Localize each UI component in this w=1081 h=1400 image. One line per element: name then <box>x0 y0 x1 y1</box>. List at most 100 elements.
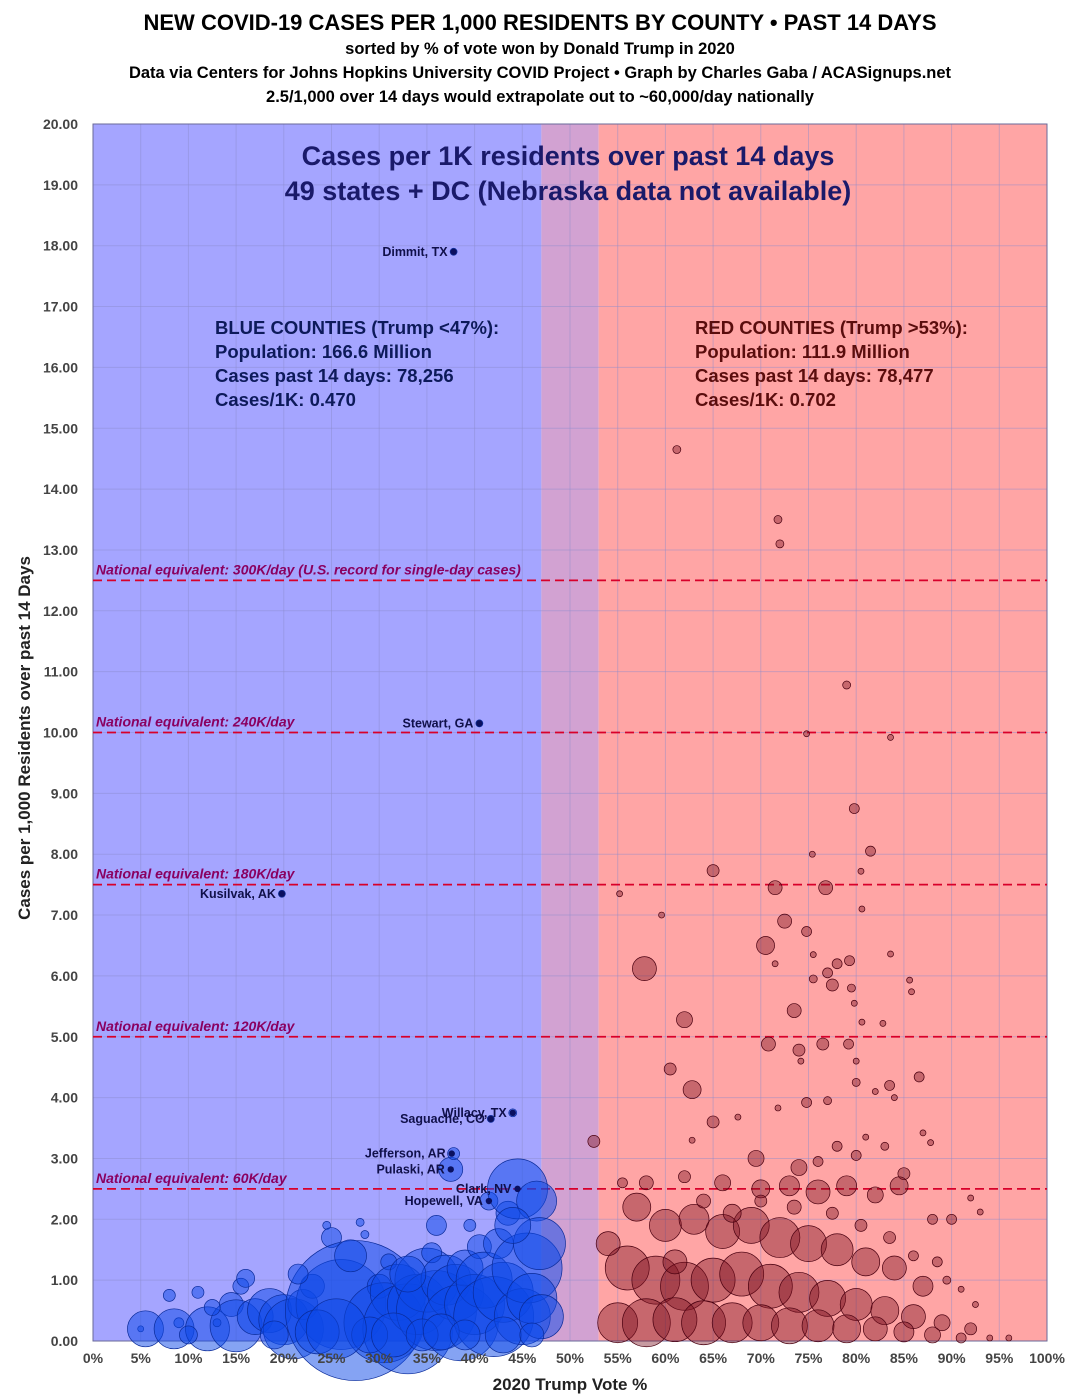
red-summary-line: Cases/1K: 0.702 <box>695 389 836 410</box>
labeled-point-name: Dimmit, TX <box>382 245 448 259</box>
red-county-point <box>858 1018 866 1026</box>
red-county-point <box>823 1096 832 1105</box>
red-county-point <box>883 1231 896 1244</box>
red-county-point <box>676 1011 693 1029</box>
red-county-point <box>649 1209 682 1242</box>
red-county-point <box>801 1097 812 1108</box>
y-tick-label: 7.00 <box>51 907 78 923</box>
red-county-point <box>1005 1334 1013 1342</box>
y-tick-label: 19.00 <box>43 177 78 193</box>
red-county-point <box>957 1285 965 1293</box>
red-summary-line: Cases past 14 days: 78,477 <box>695 365 934 386</box>
red-county-point <box>927 1139 934 1146</box>
red-county-point <box>719 1251 765 1297</box>
red-county-point <box>891 1094 898 1101</box>
inner-title-line: Cases per 1K residents over past 14 days <box>302 141 835 171</box>
red-county-point <box>964 1322 978 1336</box>
red-county-point <box>924 1326 941 1344</box>
red-county-point <box>682 1080 702 1100</box>
red-county-point <box>851 1247 881 1277</box>
red-county-point <box>631 1255 681 1305</box>
x-tick-label: 40% <box>461 1350 490 1366</box>
labeled-point-marker <box>509 1109 516 1117</box>
red-county-point <box>808 850 816 858</box>
x-tick-label: 95% <box>985 1350 1014 1366</box>
red-county-point <box>587 1135 601 1148</box>
red-county-point <box>955 1332 967 1344</box>
red-county-point <box>931 1256 943 1268</box>
red-county-point <box>773 515 783 524</box>
blue-county-point <box>203 1299 221 1316</box>
red-county-point <box>714 1174 731 1192</box>
x-tick-label: 50% <box>556 1350 585 1366</box>
blue-county-point <box>389 1255 427 1293</box>
red-county-point <box>774 1104 782 1112</box>
red-county-point <box>747 1150 765 1167</box>
blue-county-point <box>355 1217 365 1227</box>
blue-county-point <box>463 1219 477 1232</box>
blue-summary-line: BLUE COUNTIES (Trump <47%): <box>215 317 499 338</box>
y-tick-label: 13.00 <box>43 542 78 558</box>
chart-title: NEW COVID-19 CASES PER 1,000 RESIDENTS B… <box>144 10 937 35</box>
red-county-point <box>801 926 812 937</box>
y-tick-label: 15.00 <box>43 420 78 436</box>
reference-line-label: National equivalent: 240K/day <box>96 714 296 730</box>
blue-summary-line: Cases/1K: 0.470 <box>215 389 356 410</box>
red-county-point <box>696 1193 711 1209</box>
red-county-point <box>756 936 775 955</box>
red-county-point <box>595 1231 621 1256</box>
red-county-point <box>779 1175 800 1197</box>
red-county-point <box>822 967 833 979</box>
red-county-point <box>842 680 852 690</box>
y-tick-label: 20.00 <box>43 116 78 132</box>
red-county-point <box>662 1249 688 1275</box>
red-county-point <box>946 1213 957 1225</box>
red-county-point <box>638 1175 654 1191</box>
x-tick-label: 55% <box>604 1350 633 1366</box>
red-county-point <box>825 978 839 992</box>
labeled-point-marker <box>450 248 457 255</box>
red-county-point <box>857 867 865 875</box>
reference-line-label: National equivalent: 300K/day (U.S. reco… <box>96 561 521 577</box>
blue-county-point <box>287 1263 309 1285</box>
red-county-point <box>678 1203 710 1235</box>
red-county-point <box>777 913 793 929</box>
labeled-point-marker <box>278 890 286 897</box>
reference-line-label: National equivalent: 60K/day <box>96 1170 288 1186</box>
red-county-point <box>812 1156 824 1167</box>
blue-county-point <box>334 1239 367 1273</box>
red-county-point <box>742 1304 780 1342</box>
red-county-point <box>597 1302 639 1344</box>
y-tick-label: 11.00 <box>44 664 78 680</box>
labeled-point-marker <box>447 1166 454 1173</box>
y-tick-label: 12.00 <box>43 603 78 619</box>
red-county-point <box>660 1261 709 1311</box>
red-county-point <box>688 1136 696 1144</box>
blue-county-point <box>484 1316 522 1354</box>
red-county-point <box>832 1314 862 1344</box>
red-county-point <box>906 976 913 984</box>
red-county-point <box>690 1257 736 1303</box>
red-county-point <box>711 1302 753 1344</box>
red-county-point <box>663 1062 677 1076</box>
red-county-point <box>820 1233 854 1267</box>
red-county-point <box>884 1080 895 1091</box>
red-county-point <box>825 1206 839 1220</box>
red-county-point <box>927 1213 938 1225</box>
red-county-point <box>908 1250 919 1262</box>
red-county-point <box>771 960 779 968</box>
x-tick-label: 5% <box>131 1350 152 1366</box>
red-county-point <box>986 1334 994 1342</box>
blue-county-point <box>191 1285 205 1299</box>
y-axis-label: Cases per 1,000 Residents over past 14 D… <box>15 556 34 920</box>
red-county-point <box>870 1296 900 1325</box>
red-county-point <box>850 999 858 1007</box>
red-county-point <box>786 1199 802 1215</box>
red-summary-line: RED COUNTIES (Trump >53%): <box>695 317 968 338</box>
x-tick-label: 100% <box>1029 1350 1065 1366</box>
red-county-point <box>797 1057 805 1065</box>
red-county-point <box>851 1078 861 1087</box>
red-county-point <box>836 1175 858 1197</box>
x-tick-label: 30% <box>365 1350 394 1366</box>
y-tick-label: 2.00 <box>51 1211 78 1227</box>
